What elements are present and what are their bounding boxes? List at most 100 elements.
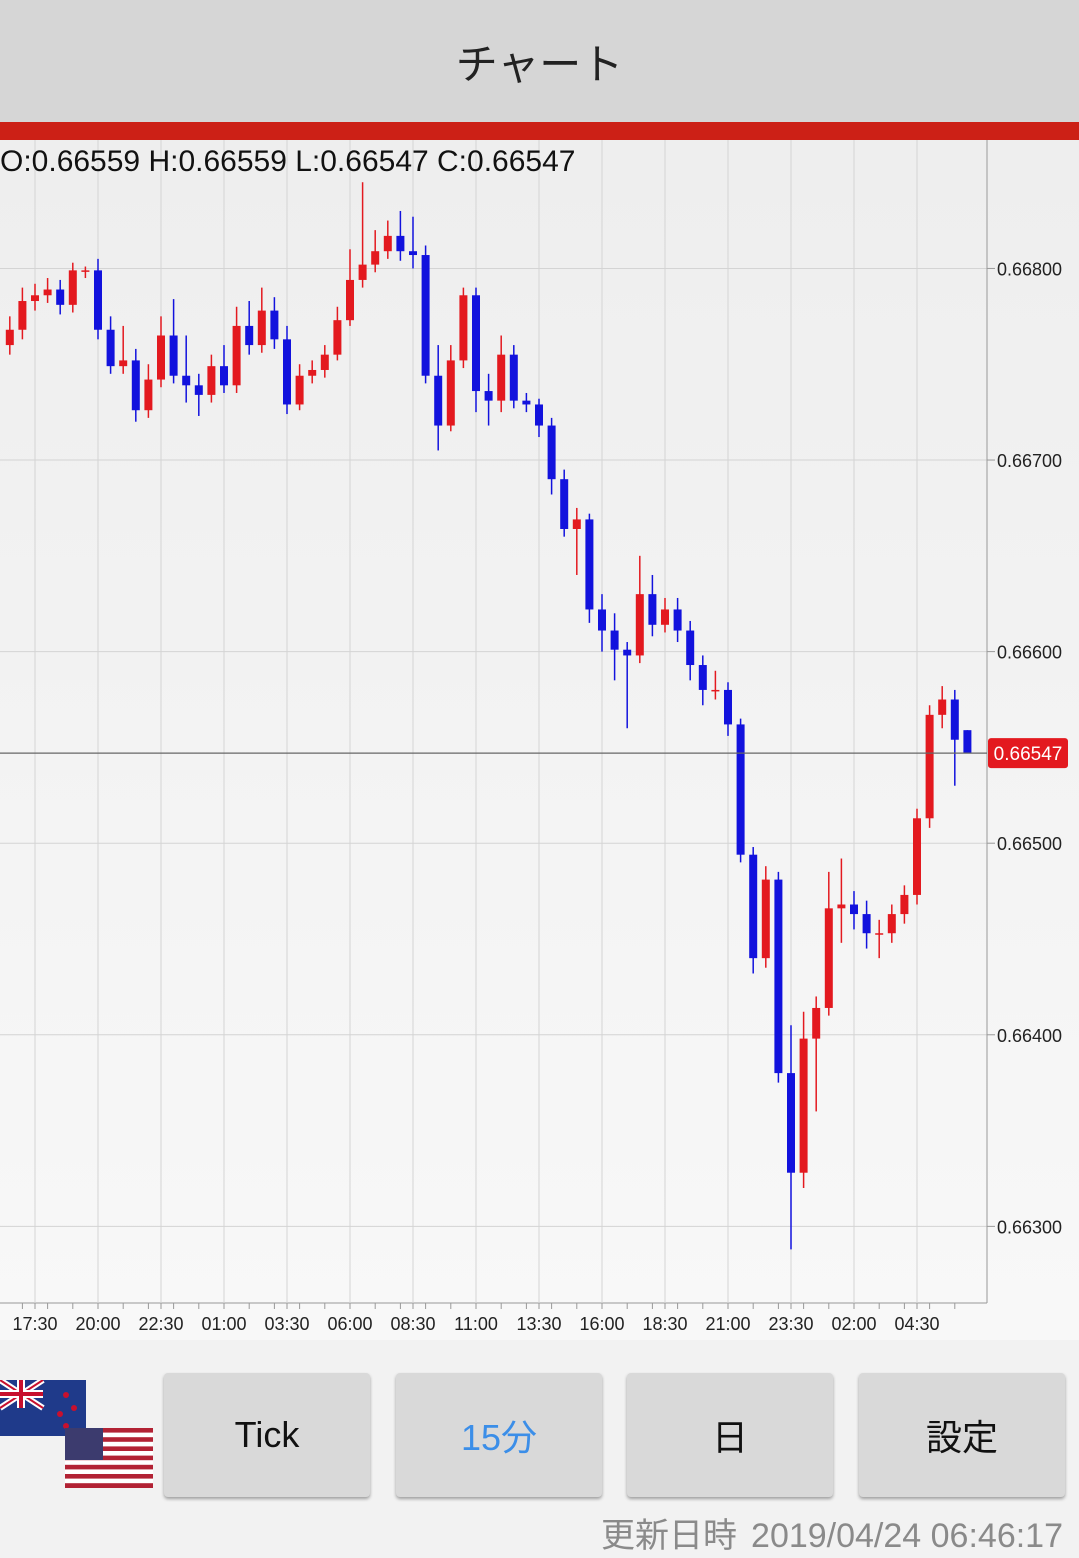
- candle-body: [31, 295, 39, 302]
- x-tick-label: 04:30: [894, 1314, 939, 1334]
- candle-body: [94, 270, 102, 330]
- candle-body: [711, 689, 720, 692]
- candle-body: [824, 908, 833, 1008]
- candle-body: [346, 279, 354, 321]
- candle-body: [18, 301, 27, 330]
- candle-body: [106, 329, 115, 367]
- day-button[interactable]: 日: [627, 1373, 833, 1497]
- x-tick-label: 16:00: [579, 1314, 624, 1334]
- candle-body: [421, 255, 430, 376]
- candle-body: [157, 335, 165, 380]
- candle-body: [509, 354, 518, 401]
- candle-body: [862, 914, 871, 934]
- candle-body: [560, 479, 569, 529]
- candle-body: [900, 894, 909, 915]
- x-tick-label: 06:00: [327, 1314, 372, 1334]
- candle-body: [43, 289, 52, 296]
- currency-flags: [0, 1380, 153, 1488]
- header-title: チャート: [455, 40, 624, 88]
- update-label: 更新日時: [601, 1517, 738, 1555]
- candle-body: [220, 366, 228, 386]
- candle-body: [194, 385, 203, 395]
- candle-body: [875, 933, 884, 935]
- y-tick-label: 0.66500: [997, 834, 1062, 854]
- candle-body: [232, 325, 241, 386]
- y-tick-label: 0.66600: [997, 643, 1062, 663]
- candle-body: [572, 519, 581, 529]
- ohlc-readout: O:0.66559 H:0.66559 L:0.66547 C:0.66547: [0, 145, 575, 178]
- candle-body: [686, 630, 695, 666]
- candle-body: [68, 270, 77, 305]
- candle-body: [497, 354, 506, 401]
- x-tick-label: 13:30: [516, 1314, 561, 1334]
- candle-body: [182, 375, 191, 386]
- y-tick-label: 0.66400: [997, 1026, 1062, 1046]
- candle-body: [409, 251, 417, 256]
- x-tick-label: 17:30: [12, 1314, 57, 1334]
- candle-body: [623, 649, 632, 656]
- x-tick-label: 18:30: [642, 1314, 687, 1334]
- candle-body: [837, 904, 846, 909]
- y-tick-label: 0.66700: [997, 451, 1062, 471]
- candle-body: [585, 519, 594, 610]
- candle-body: [648, 594, 657, 625]
- candle-body: [547, 425, 556, 480]
- accent-bar: [0, 122, 1079, 140]
- last-price-box: [988, 738, 1068, 769]
- candle-body: [270, 310, 279, 340]
- candle-body: [698, 665, 707, 690]
- x-tick-label: 02:00: [831, 1314, 876, 1334]
- x-tick-label: 23:30: [768, 1314, 813, 1334]
- candle-body: [358, 264, 367, 280]
- candle-body: [5, 329, 14, 346]
- candle-body: [446, 360, 455, 426]
- candle-body: [56, 289, 65, 305]
- candle-body: [799, 1038, 808, 1173]
- candle-body: [472, 295, 480, 392]
- candle-body: [371, 251, 380, 265]
- x-tick-label: 21:00: [705, 1314, 750, 1334]
- 15min-button[interactable]: 15分: [396, 1373, 602, 1497]
- candle-body: [635, 594, 644, 656]
- candle-body: [661, 609, 669, 625]
- candle-body: [484, 391, 493, 401]
- candle-body: [257, 310, 266, 346]
- candle-body: [787, 1073, 795, 1173]
- candle-body: [673, 609, 682, 631]
- candle-body: [320, 354, 329, 370]
- candle-body: [950, 699, 959, 740]
- candle-body: [333, 320, 342, 355]
- last-price-label: 0.66547: [994, 744, 1063, 765]
- header-bar: チャート: [0, 0, 1079, 122]
- candle-body: [938, 699, 947, 715]
- settings-button[interactable]: 設定: [859, 1373, 1065, 1497]
- candle-body: [434, 375, 443, 426]
- candle-body: [144, 379, 153, 411]
- candle-body: [459, 295, 468, 361]
- y-tick-label: 0.66800: [997, 259, 1062, 279]
- x-tick-label: 11:00: [454, 1314, 498, 1334]
- candle-body: [81, 270, 90, 272]
- candle-body: [812, 1007, 821, 1039]
- candle-body: [598, 609, 606, 631]
- candle-body: [245, 325, 254, 346]
- candle-body: [308, 369, 317, 376]
- candle-body: [913, 818, 921, 895]
- candle-body: [850, 904, 858, 915]
- candle-body: [761, 879, 770, 959]
- tick-button[interactable]: Tick: [164, 1373, 370, 1497]
- candle-body: [522, 400, 531, 405]
- candle-body: [119, 360, 128, 367]
- candle-body: [169, 335, 178, 376]
- candle-body: [295, 375, 304, 405]
- x-tick-label: 01:00: [201, 1314, 246, 1334]
- candle-body: [207, 366, 216, 395]
- x-tick-label: 20:00: [75, 1314, 120, 1334]
- candle-body: [749, 854, 758, 959]
- candle-body: [925, 714, 934, 819]
- x-tick-label: 03:30: [264, 1314, 309, 1334]
- candle-body: [963, 730, 972, 754]
- candle-body: [610, 630, 619, 650]
